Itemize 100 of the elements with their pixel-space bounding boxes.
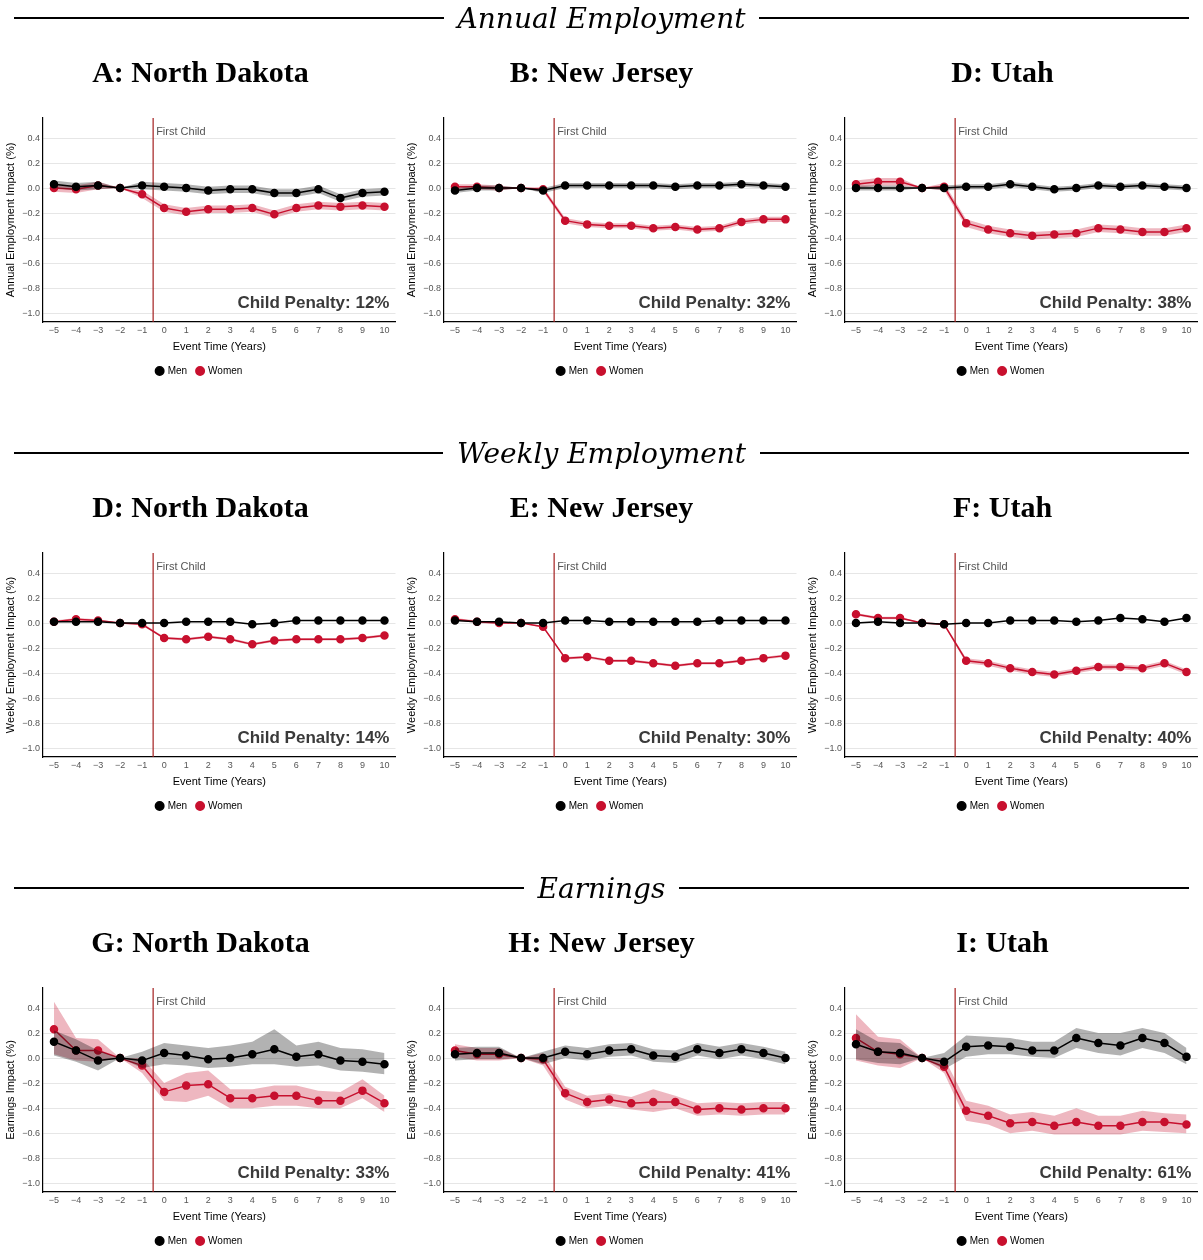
chart-title: E: New Jersey xyxy=(508,489,695,525)
y-tick-label: −0.2 xyxy=(824,207,842,218)
x-tick-label: −4 xyxy=(70,1194,82,1205)
x-tick-label: 7 xyxy=(315,1194,321,1205)
chart-title: D: North Dakota xyxy=(91,489,310,525)
x-tick-label: 9 xyxy=(1161,324,1167,335)
x-tick-label: −4 xyxy=(471,1194,483,1205)
y-axis-title: Weekly Employment Impact (%) xyxy=(404,576,417,734)
y-tick-label: −0.6 xyxy=(423,1127,441,1138)
x-tick-label: 3 xyxy=(227,324,233,335)
x-tick-label: 10 xyxy=(1181,1194,1192,1205)
x-tick-label: 3 xyxy=(628,759,634,770)
legend-label: Men xyxy=(969,799,990,811)
y-tick-label: 0.2 xyxy=(428,157,441,168)
x-axis-title: Event Time (Years) xyxy=(974,1210,1068,1223)
legend-label: Women xyxy=(1010,1234,1045,1246)
x-tick-label: 9 xyxy=(359,759,365,770)
x-tick-label: −2 xyxy=(916,759,928,770)
y-tick-label: −0.8 xyxy=(824,282,842,293)
y-tick-label: −0.6 xyxy=(824,1127,842,1138)
x-tick-label: −5 xyxy=(48,759,60,770)
x-tick-label: 8 xyxy=(1139,324,1145,335)
x-tick-label: 8 xyxy=(337,1194,343,1205)
x-tick-label: 1 xyxy=(584,759,590,770)
x-tick-label: 5 xyxy=(271,1194,277,1205)
x-tick-label: −2 xyxy=(114,759,126,770)
x-tick-label: 7 xyxy=(716,1194,722,1205)
x-tick-label: 5 xyxy=(1073,759,1079,770)
x-tick-label: 5 xyxy=(1073,324,1079,335)
ref-line-label: First Child xyxy=(156,994,206,1007)
x-tick-label: 8 xyxy=(1139,759,1145,770)
x-tick-label: 0 xyxy=(161,1194,167,1205)
y-tick-label: −0.2 xyxy=(824,642,842,653)
x-tick-label: 0 xyxy=(161,759,167,770)
annotation: Child Penalty: 40% xyxy=(1039,728,1192,748)
y-tick-label: 0.2 xyxy=(27,592,40,603)
x-tick-label: 6 xyxy=(694,324,700,335)
x-axis-title: Event Time (Years) xyxy=(974,775,1068,788)
legend-label: Women xyxy=(609,364,644,376)
annotation: Child Penalty: 14% xyxy=(237,728,390,748)
x-tick-label: 4 xyxy=(249,1194,255,1205)
y-tick-label: 0.0 xyxy=(428,182,441,193)
y-tick-label: 0.4 xyxy=(428,132,441,143)
y-tick-label: −0.6 xyxy=(423,257,441,268)
x-tick-label: −1 xyxy=(136,324,148,335)
y-tick-label: −1.0 xyxy=(423,1177,441,1188)
y-tick-label: 0.4 xyxy=(829,1002,842,1013)
y-tick-label: −0.4 xyxy=(423,1102,441,1113)
x-tick-label: 2 xyxy=(606,1194,612,1205)
x-tick-label: −1 xyxy=(537,1194,549,1205)
y-tick-label: −0.4 xyxy=(22,1102,40,1113)
chart-title: A: North Dakota xyxy=(91,54,310,90)
legend-label: Men xyxy=(969,364,990,376)
x-tick-label: −5 xyxy=(449,759,461,770)
x-tick-label: 10 xyxy=(1181,324,1192,335)
y-tick-label: −0.8 xyxy=(423,282,441,293)
y-tick-label: −0.8 xyxy=(824,717,842,728)
y-tick-label: 0.2 xyxy=(27,157,40,168)
y-tick-label: 0.4 xyxy=(27,132,40,143)
x-tick-label: 2 xyxy=(205,324,211,335)
x-tick-label: −4 xyxy=(471,324,483,335)
chart-title: B: New Jersey xyxy=(508,54,695,90)
x-axis-title: Event Time (Years) xyxy=(172,340,266,353)
x-tick-label: 7 xyxy=(1117,324,1123,335)
legend-label: Men xyxy=(568,799,589,811)
x-tick-label: −3 xyxy=(894,324,906,335)
x-tick-label: 7 xyxy=(315,324,321,335)
y-tick-label: 0.0 xyxy=(428,1052,441,1063)
y-tick-label: −0.2 xyxy=(22,642,40,653)
x-tick-label: 2 xyxy=(1007,324,1013,335)
x-tick-label: −2 xyxy=(114,324,126,335)
y-tick-label: −0.8 xyxy=(22,282,40,293)
y-axis-title: Annual Employment Impact (%) xyxy=(3,142,16,298)
y-tick-label: −1.0 xyxy=(824,1177,842,1188)
y-tick-label: 0.0 xyxy=(829,1052,842,1063)
x-tick-label: 5 xyxy=(1073,1194,1079,1205)
x-tick-label: 4 xyxy=(650,324,656,335)
x-tick-label: 9 xyxy=(760,759,766,770)
annotation: Child Penalty: 33% xyxy=(237,1163,390,1183)
annotation: Child Penalty: 12% xyxy=(237,293,390,313)
y-tick-label: −0.2 xyxy=(423,207,441,218)
x-tick-label: −2 xyxy=(515,759,527,770)
x-tick-label: 4 xyxy=(249,759,255,770)
x-tick-label: 0 xyxy=(963,324,969,335)
ref-line-label: First Child xyxy=(156,559,206,572)
x-tick-label: −1 xyxy=(537,759,549,770)
x-tick-label: 2 xyxy=(1007,759,1013,770)
ref-line-label: First Child xyxy=(958,559,1008,572)
x-tick-label: −1 xyxy=(938,1194,950,1205)
x-tick-label: 4 xyxy=(650,1194,656,1205)
y-tick-label: −0.8 xyxy=(22,717,40,728)
x-tick-label: 9 xyxy=(1161,759,1167,770)
legend-label: Women xyxy=(208,799,243,811)
x-tick-label: −3 xyxy=(92,1194,104,1205)
ref-line-label: First Child xyxy=(958,124,1008,137)
x-tick-label: 8 xyxy=(337,324,343,335)
x-tick-label: 1 xyxy=(183,324,189,335)
y-tick-label: 0.4 xyxy=(27,1002,40,1013)
legend-label: Men xyxy=(568,1234,589,1246)
y-tick-label: −0.6 xyxy=(824,692,842,703)
